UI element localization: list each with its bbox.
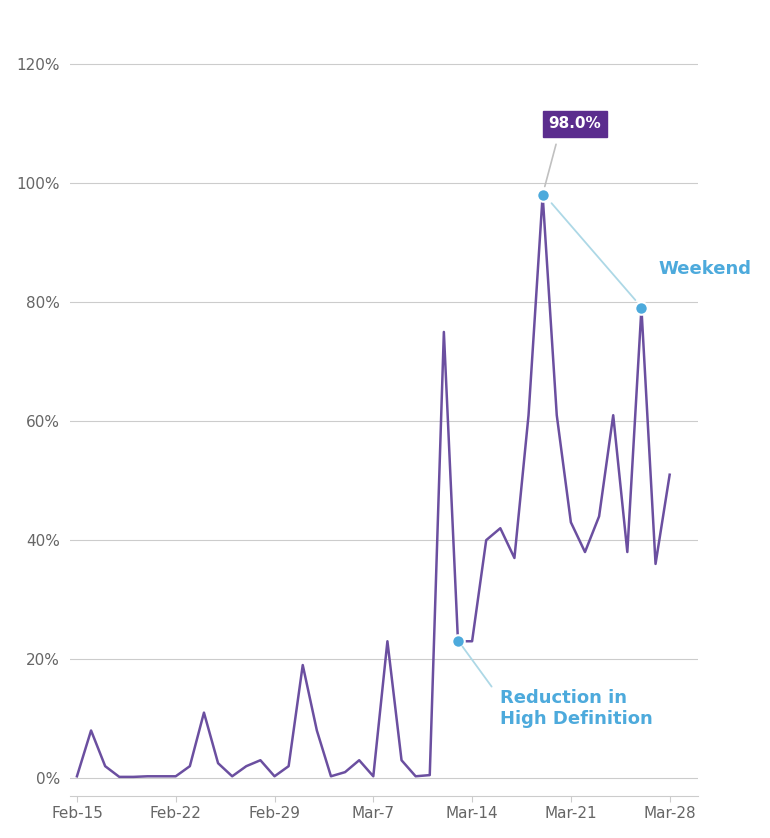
Text: Reduction in
High Definition: Reduction in High Definition (500, 689, 653, 727)
Text: Weekend: Weekend (658, 261, 752, 278)
Text: 98.0%: 98.0% (549, 116, 601, 132)
